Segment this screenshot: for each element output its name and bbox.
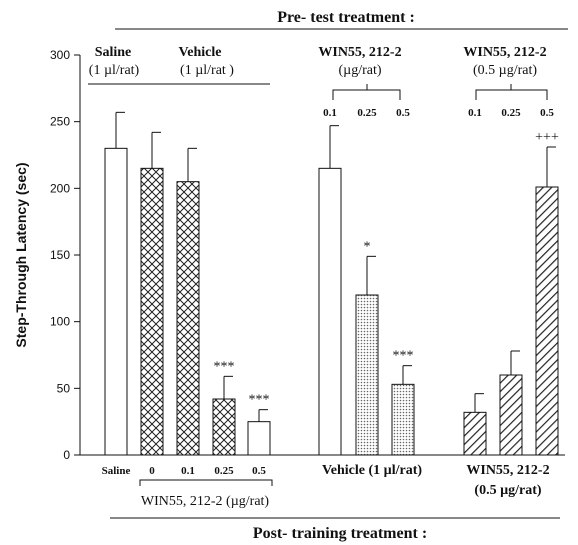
label-dose-0-25: 0.25 <box>214 465 234 477</box>
vehicle-header-1: Vehicle <box>178 45 221 60</box>
bar <box>499 374 523 456</box>
y-tick-label: 200 <box>50 181 70 195</box>
y-tick-label: 300 <box>50 48 70 62</box>
dose-top-label: 0.25 <box>357 107 377 119</box>
significance-label: *** <box>393 349 414 364</box>
y-tick-label: 50 <box>57 381 71 395</box>
y-tick-label: 250 <box>50 115 70 129</box>
saline-header-2: (1 µl/rat) <box>89 63 140 78</box>
bars: *** *** 0.1 * 0.25 *** 0.5 0.1 0.25 +++ 0.5 <box>104 107 559 456</box>
top-title: Pre- test treatment : <box>277 9 415 26</box>
win05-header-1: WIN55, 212-2 <box>463 45 546 60</box>
significance-label: *** <box>214 359 235 374</box>
label-dose-0-1: 0.1 <box>181 465 195 477</box>
bar <box>355 294 379 456</box>
bar <box>318 167 342 456</box>
post-win-label: WIN55, 212-2 (µg/rat) <box>141 494 270 509</box>
post-vehicle-label: Vehicle (1 µl/rat) <box>322 463 422 478</box>
y-axis-label: Step-Through Latency (sec) <box>13 162 29 347</box>
win-bracket <box>332 84 401 100</box>
post-win-bracket <box>139 479 273 486</box>
significance-label: * <box>364 239 371 254</box>
bar <box>247 421 271 456</box>
bottom-title: Post- training treatment : <box>253 525 427 542</box>
win-header-1: WIN55, 212-2 <box>318 45 401 60</box>
label-dose-0: 0 <box>149 465 155 477</box>
bar <box>104 147 128 456</box>
bar <box>535 186 559 456</box>
y-tick-label: 100 <box>50 315 70 329</box>
win-header-2: (µg/rat) <box>338 63 381 78</box>
saline-header-1: Saline <box>95 45 132 60</box>
y-ticks: 0 50 100 150 200 250 300 <box>50 48 80 462</box>
significance-label: *** <box>249 393 270 408</box>
dose-top-label: 0.1 <box>468 107 482 119</box>
win05-bracket <box>475 84 548 100</box>
vehicle-header-2: (1 µl/rat ) <box>180 63 234 78</box>
dose-top-label: 0.25 <box>501 107 521 119</box>
bar <box>391 383 415 456</box>
y-tick-label: 0 <box>63 448 70 462</box>
bar <box>176 181 200 456</box>
dose-top-label: 0.5 <box>396 107 410 119</box>
y-tick-label: 150 <box>50 248 70 262</box>
bar <box>212 398 236 456</box>
bar <box>140 167 164 456</box>
dose-top-label: 0.5 <box>540 107 554 119</box>
post-win05-label-2: (0.5 µg/rat) <box>474 483 541 498</box>
significance-label: +++ <box>535 130 559 145</box>
bar <box>463 411 487 456</box>
label-dose-0-5: 0.5 <box>252 465 266 477</box>
win05-header-2: (0.5 µg/rat) <box>473 63 537 78</box>
label-saline: Saline <box>102 465 131 477</box>
dose-top-label: 0.1 <box>323 107 337 119</box>
post-win05-label-1: WIN55, 212-2 <box>466 463 549 478</box>
